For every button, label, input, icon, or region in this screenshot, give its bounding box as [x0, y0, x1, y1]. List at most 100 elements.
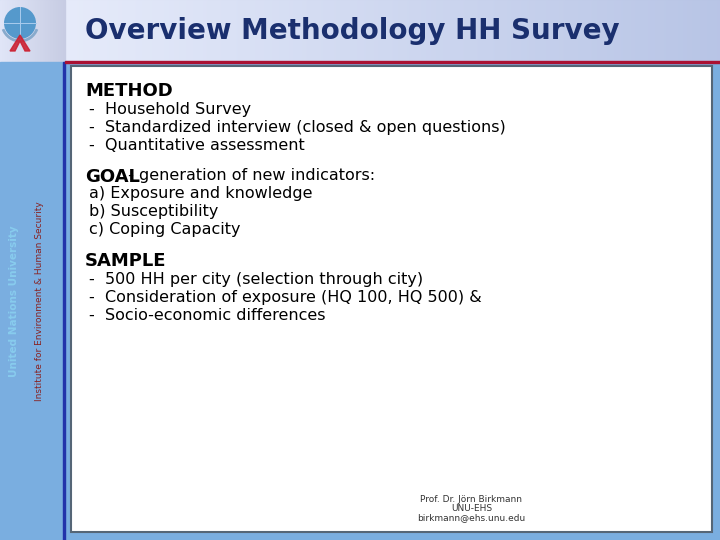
Bar	[293, 0, 294, 62]
Bar	[635, 0, 636, 62]
Bar	[170, 0, 171, 62]
Bar	[623, 0, 624, 62]
Bar	[224, 0, 225, 62]
Bar	[203, 0, 204, 62]
Text: -  Socio-economic differences: - Socio-economic differences	[89, 308, 325, 323]
Bar	[578, 0, 579, 62]
Bar	[666, 0, 667, 62]
Bar	[159, 0, 160, 62]
Bar	[173, 0, 174, 62]
Bar	[340, 0, 341, 62]
Bar	[309, 0, 310, 62]
Bar	[71, 0, 72, 62]
Bar	[251, 0, 252, 62]
Bar	[90, 0, 91, 62]
Bar	[410, 0, 411, 62]
Bar	[269, 0, 270, 62]
Bar	[563, 0, 564, 62]
Bar	[74, 0, 75, 62]
Bar	[599, 0, 600, 62]
Bar	[488, 0, 489, 62]
Bar	[13, 0, 14, 62]
Bar	[653, 0, 654, 62]
Bar	[594, 0, 595, 62]
Bar	[211, 0, 212, 62]
Bar	[502, 0, 503, 62]
Bar	[364, 0, 365, 62]
Bar	[106, 0, 107, 62]
Bar	[719, 0, 720, 62]
Bar	[612, 0, 613, 62]
Bar	[296, 0, 297, 62]
Bar	[707, 0, 708, 62]
Bar	[299, 0, 300, 62]
Bar	[186, 0, 187, 62]
Bar	[23, 0, 24, 62]
Bar	[446, 0, 447, 62]
Bar	[389, 0, 390, 62]
Bar	[185, 0, 186, 62]
Bar	[248, 0, 249, 62]
Bar	[2, 0, 3, 62]
Bar	[85, 0, 86, 62]
Bar	[319, 0, 320, 62]
Bar	[575, 0, 576, 62]
Bar	[270, 0, 271, 62]
Bar	[620, 0, 621, 62]
Bar	[477, 0, 478, 62]
Bar	[181, 0, 182, 62]
Bar	[689, 0, 690, 62]
Bar	[37, 0, 38, 62]
Bar	[257, 0, 258, 62]
Bar	[524, 0, 525, 62]
Bar	[264, 0, 265, 62]
Bar	[372, 0, 373, 62]
Bar	[646, 0, 647, 62]
Bar	[333, 0, 334, 62]
Bar	[465, 0, 466, 62]
Bar	[190, 0, 191, 62]
Bar	[644, 0, 645, 62]
Bar	[308, 0, 309, 62]
Bar	[376, 0, 377, 62]
Bar	[716, 0, 717, 62]
Bar	[250, 0, 251, 62]
Bar	[429, 0, 430, 62]
Bar	[479, 0, 480, 62]
Bar	[655, 0, 656, 62]
Bar	[643, 0, 644, 62]
Bar	[523, 0, 524, 62]
Bar	[439, 0, 440, 62]
Bar	[47, 0, 48, 62]
Bar	[231, 0, 232, 62]
Bar	[365, 0, 366, 62]
Bar	[166, 0, 167, 62]
Bar	[384, 0, 385, 62]
Bar	[236, 0, 237, 62]
Text: -  Standardized interview (closed & open questions): - Standardized interview (closed & open …	[89, 120, 505, 135]
Bar	[498, 0, 499, 62]
Bar	[539, 0, 540, 62]
Bar	[337, 0, 338, 62]
Bar	[328, 0, 329, 62]
Bar	[487, 0, 488, 62]
Bar	[154, 0, 155, 62]
Bar	[697, 0, 698, 62]
Bar	[75, 0, 76, 62]
Bar	[19, 0, 20, 62]
Bar	[226, 0, 227, 62]
Bar	[205, 0, 206, 62]
Bar	[687, 0, 688, 62]
Bar	[647, 0, 648, 62]
Bar	[373, 0, 374, 62]
Bar	[50, 0, 51, 62]
Bar	[161, 0, 162, 62]
Bar	[481, 0, 482, 62]
Bar	[390, 0, 391, 62]
Bar	[660, 0, 661, 62]
Bar	[366, 0, 367, 62]
Bar	[574, 0, 575, 62]
Bar	[399, 0, 400, 62]
Bar	[621, 0, 622, 62]
Text: -  Consideration of exposure (HQ 100, HQ 500) &: - Consideration of exposure (HQ 100, HQ …	[89, 290, 482, 305]
